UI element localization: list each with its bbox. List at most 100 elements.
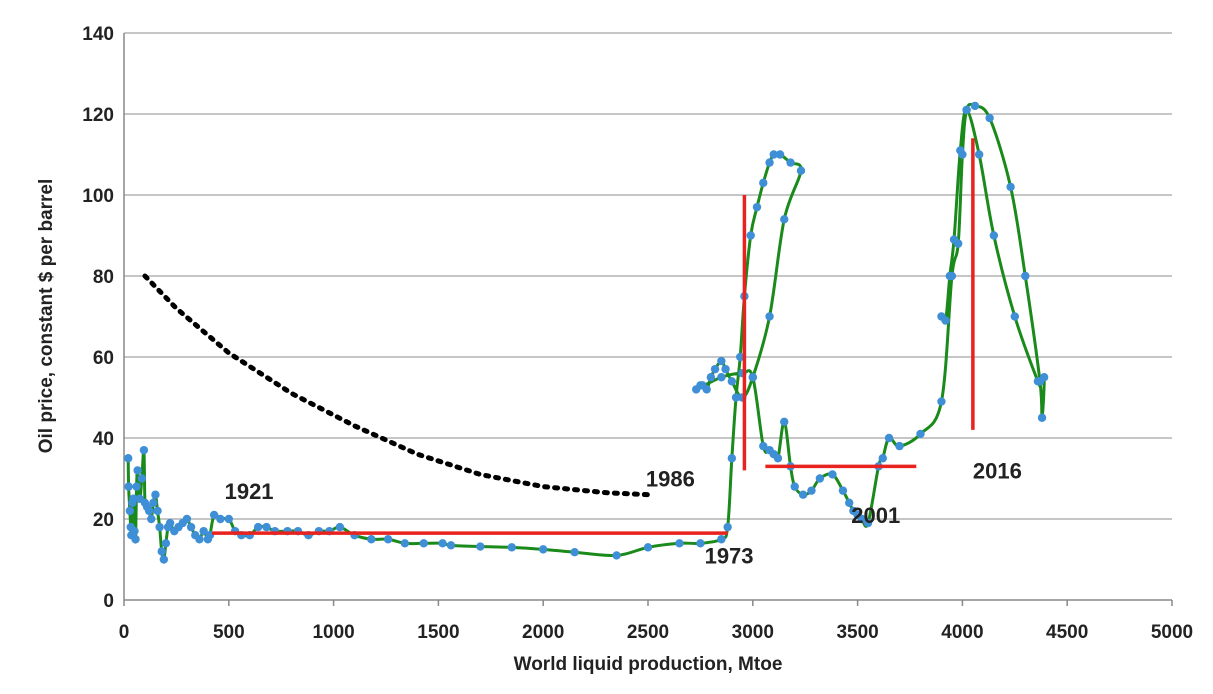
y-tick-label: 60: [93, 348, 114, 369]
data-point: [937, 397, 946, 406]
data-point: [216, 514, 225, 524]
data-point: [717, 373, 726, 382]
data-point: [759, 441, 768, 451]
data-point: [129, 494, 138, 503]
data-point: [949, 235, 959, 244]
y-tick-labels: 0 20 40 60 80 100 120 140: [82, 24, 114, 612]
x-tick-label: 2000: [522, 622, 564, 643]
data-point: [717, 535, 726, 544]
data-point: [696, 539, 705, 548]
data-point: [157, 547, 166, 556]
y-tick-label: 40: [93, 429, 114, 450]
x-tick-label: 1500: [417, 622, 459, 643]
data-point: [815, 474, 825, 483]
y-tick-label: 0: [103, 591, 114, 612]
data-point: [165, 518, 175, 528]
data-point: [137, 474, 147, 483]
data-point: [989, 231, 999, 240]
data-point: [224, 514, 233, 524]
data-point: [878, 454, 887, 463]
data-point: [335, 522, 345, 532]
data-point: [985, 113, 994, 123]
trend-curve: [142, 273, 651, 498]
y-tick-label: 80: [93, 267, 114, 288]
data-point: [147, 514, 156, 524]
data-point: [131, 535, 140, 544]
data-point: [717, 356, 726, 366]
data-point: [727, 454, 737, 463]
data-point: [773, 454, 783, 463]
data-point: [937, 312, 946, 321]
data-point: [675, 539, 684, 548]
data-point: [151, 490, 160, 499]
data-point: [149, 498, 158, 507]
data-point: [736, 352, 745, 362]
data-point: [721, 364, 730, 374]
data-point: [731, 393, 741, 402]
x-tick-label: 4500: [1046, 622, 1088, 643]
data-point: [1006, 182, 1015, 192]
data-point: [916, 429, 925, 439]
trend-dotted-curve: [142, 273, 651, 498]
data-point: [746, 231, 755, 240]
data-point: [956, 146, 965, 155]
data-point: [161, 539, 171, 548]
data-point: [895, 441, 904, 451]
y-tick-label: 100: [82, 186, 114, 207]
x-tick-label: 500: [213, 622, 245, 643]
data-point: [710, 364, 720, 374]
data-point: [1033, 377, 1043, 386]
data-point: [209, 510, 219, 520]
data-point: [798, 490, 808, 499]
x-tick-labels: 0 500 1000 1500 2000 2500 3000 3500 4000 4500 5000: [119, 600, 1193, 643]
data-point: [790, 482, 799, 491]
data-point: [962, 105, 971, 115]
data-point: [199, 526, 208, 536]
data-point: [570, 548, 579, 557]
y-tick-label: 120: [82, 105, 114, 126]
data-point: [723, 522, 732, 532]
data-point: [419, 539, 428, 548]
data-point: [759, 178, 768, 188]
data-point: [807, 486, 816, 495]
data-point: [612, 551, 621, 560]
data-point: [1021, 271, 1030, 281]
data-point: [438, 539, 447, 548]
x-tick-label: 1000: [312, 622, 354, 643]
data-point: [144, 506, 154, 516]
x-tick-label: 4000: [941, 622, 983, 643]
x-tick-label: 2500: [627, 622, 669, 643]
data-point: [863, 518, 873, 528]
data-point: [780, 417, 789, 426]
data-point: [400, 539, 410, 548]
data-point: [845, 498, 854, 507]
data-point: [970, 101, 980, 111]
x-tick-label: 3500: [836, 622, 878, 643]
data-point: [123, 454, 133, 463]
data-point: [884, 433, 894, 443]
data-point: [130, 526, 139, 536]
data-point: [446, 541, 456, 550]
x-tick-label: 3000: [732, 622, 774, 643]
data-point: [367, 535, 376, 544]
data-point: [752, 202, 762, 212]
data-point: [775, 150, 785, 159]
data-point: [124, 482, 133, 491]
data-point: [692, 385, 701, 394]
annotations: 1921 1986 1973 2001 2016: [225, 459, 1022, 569]
data-point: [974, 150, 984, 159]
data-point: [748, 373, 757, 382]
data-point: [383, 535, 393, 544]
data-point: [765, 158, 774, 167]
data-point: [828, 470, 837, 479]
gridlines: [124, 32, 1172, 520]
data-point: [786, 158, 795, 167]
data-point: [769, 150, 778, 159]
year-annotation: 1921: [225, 479, 274, 504]
data-point: [507, 543, 516, 552]
x-tick-label: 0: [119, 622, 130, 643]
data-point: [133, 466, 142, 475]
